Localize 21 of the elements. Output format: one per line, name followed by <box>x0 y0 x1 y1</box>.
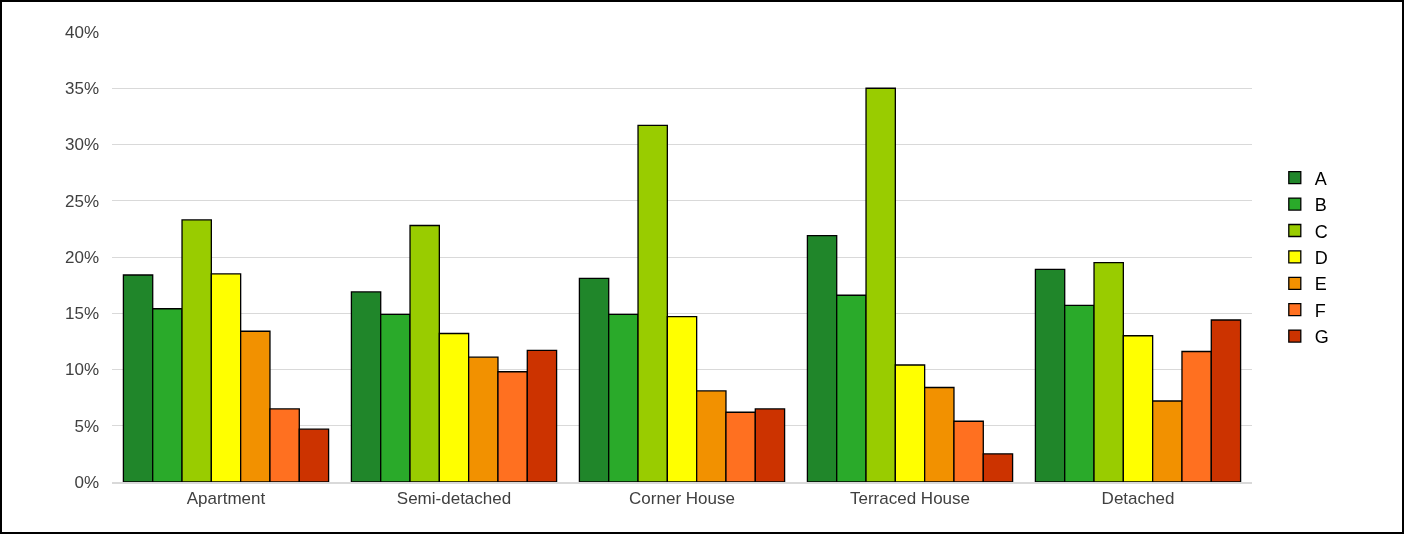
legend-label: D <box>1314 247 1328 268</box>
legend-label: A <box>1314 168 1327 189</box>
y-tick-label: 10% <box>64 360 99 380</box>
legend-label: C <box>1314 221 1328 242</box>
legend-label: E <box>1314 274 1327 295</box>
x-tick-label: Detached <box>1101 489 1175 509</box>
legend-label: F <box>1314 300 1326 321</box>
x-tick-label: Apartment <box>186 489 266 509</box>
y-tick-label: 15% <box>64 304 99 324</box>
y-tick-label: 35% <box>64 79 99 99</box>
x-tick-label: Semi-detached <box>396 489 512 509</box>
y-tick-label: 20% <box>64 247 99 267</box>
x-tick-label: Corner House <box>629 489 735 509</box>
y-tick-label: 0% <box>74 472 99 492</box>
y-tick-label: 30% <box>64 135 99 155</box>
x-tick-label: Terraced House <box>849 489 971 509</box>
legend-label: B <box>1314 195 1327 216</box>
legend-label: G <box>1314 327 1329 348</box>
y-tick-label: 40% <box>64 22 99 42</box>
y-tick-label: 5% <box>74 416 99 436</box>
y-tick-label: 25% <box>64 191 99 211</box>
